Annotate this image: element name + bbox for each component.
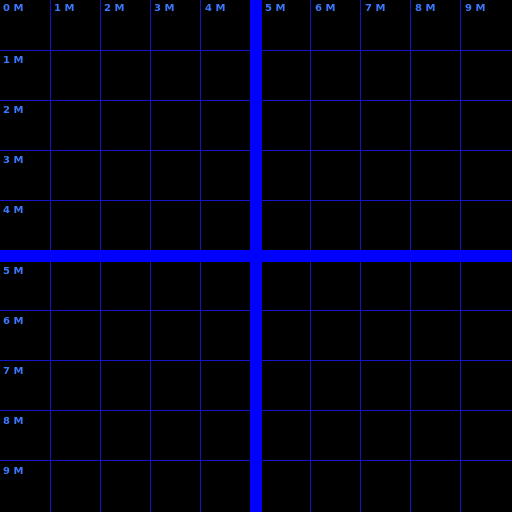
top-label: 4 M: [205, 3, 226, 14]
left-label: 3 M: [3, 155, 24, 166]
top-label: 5 M: [265, 3, 286, 14]
top-label: 6 M: [315, 3, 336, 14]
top-label: 0 M: [3, 3, 24, 14]
left-label: 8 M: [3, 416, 24, 427]
left-label: 7 M: [3, 366, 24, 377]
left-label: 1 M: [3, 55, 24, 66]
top-label: 3 M: [154, 3, 175, 14]
left-label: 5 M: [3, 266, 24, 277]
top-label: 7 M: [365, 3, 386, 14]
center-axis-horizontal: [0, 250, 512, 262]
top-label: 2 M: [104, 3, 125, 14]
top-label: 9 M: [465, 3, 486, 14]
left-label: 6 M: [3, 316, 24, 327]
top-label: 8 M: [415, 3, 436, 14]
top-label: 1 M: [54, 3, 75, 14]
left-label: 4 M: [3, 205, 24, 216]
left-label: 2 M: [3, 105, 24, 116]
left-label: 9 M: [3, 466, 24, 477]
